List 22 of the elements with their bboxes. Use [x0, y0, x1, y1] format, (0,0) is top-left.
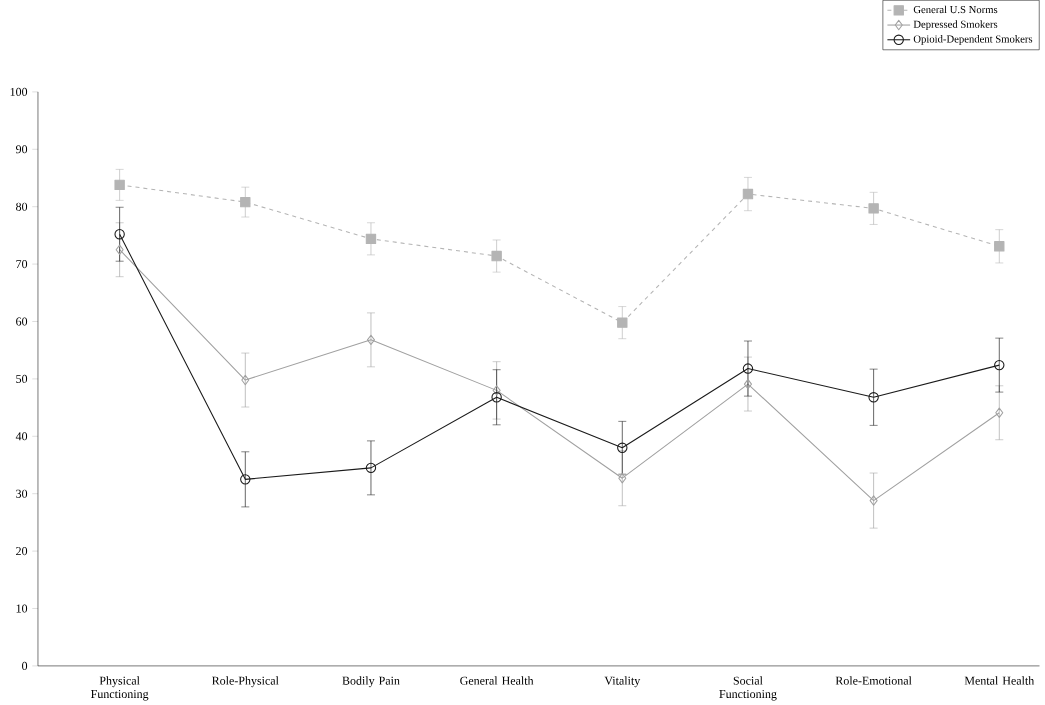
y-tick-label: 100 — [10, 87, 28, 96]
legend-label: Opioid-Dependent Smokers — [913, 35, 1033, 45]
y-tick-label: 50 — [16, 374, 28, 383]
x-tick-label: Vitality — [604, 676, 641, 688]
y-tick-label: 60 — [16, 317, 28, 326]
x-tick-label: General Health — [460, 676, 534, 685]
y-tick-label: 70 — [16, 260, 28, 269]
y-tick-label: 30 — [16, 489, 28, 498]
x-tick-label: Role-Emotional — [835, 676, 912, 685]
x-tick-label: Role-Physical — [212, 676, 279, 688]
x-tick-label: Mental Health — [964, 676, 1035, 685]
y-tick-label: 90 — [15, 145, 28, 154]
x-tick-label: Bodily Pain — [342, 676, 400, 688]
legend-label: General U.S Norms — [913, 5, 998, 14]
x-tick-label: Physical Functioning — [91, 676, 149, 701]
x-tick-label: Social Functioning — [719, 676, 777, 701]
y-tick-label: 20 — [16, 547, 28, 556]
y-tick-label: 80 — [16, 202, 28, 211]
y-tick-label: 40 — [15, 432, 28, 441]
legend-label: Depressed Smokers — [913, 20, 998, 31]
y-tick-label: 0 — [22, 661, 28, 670]
y-tick-label: 10 — [16, 604, 28, 613]
